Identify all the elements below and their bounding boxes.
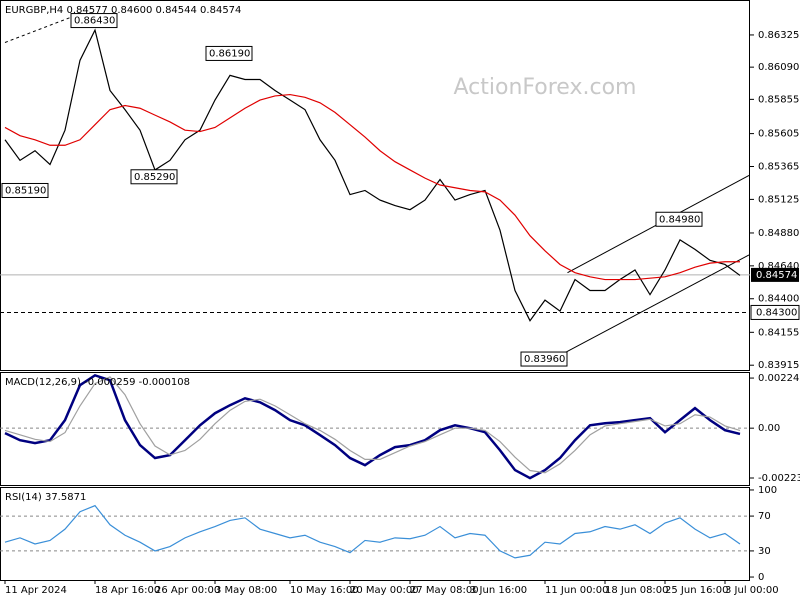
y-tick-label: 0.83915 — [758, 360, 799, 371]
x-tick-label: 20 May 00:00 — [350, 585, 419, 596]
watermark: ActionForex.com — [454, 75, 637, 100]
x-tick-label: 27 May 08:00 — [410, 585, 479, 596]
series-line — [4, 504, 741, 559]
price-label-box — [655, 211, 703, 227]
panel-title: RSI(14) 37.5871 — [5, 492, 86, 503]
x-tick-label: 10 May 16:00 — [290, 585, 359, 596]
price-label: 0.86430 — [74, 16, 115, 27]
price-label: 0.84980 — [659, 214, 700, 225]
panel-frame — [0, 0, 750, 371]
price-label-box — [1, 182, 49, 198]
y-tick-label: 0.85605 — [758, 129, 799, 140]
y-tick-label: 0.002248 — [758, 373, 800, 384]
series-line — [4, 28, 741, 322]
y-tick-label: 0.85855 — [758, 94, 799, 105]
level-box — [750, 304, 800, 320]
y-tick-label: 0.85125 — [758, 194, 799, 205]
series-line — [4, 376, 741, 474]
price-label-box — [520, 351, 568, 367]
y-tick-label: 0.00 — [758, 423, 780, 434]
y-tick-label: 0.86325 — [758, 30, 799, 41]
panel-frame — [0, 487, 750, 581]
panel-title: EURGBP,H4 0.84577 0.84600 0.84544 0.8457… — [5, 5, 241, 16]
x-tick-label: 11 Jun 00:00 — [545, 585, 609, 596]
x-tick-label: 26 Apr 00:00 — [155, 585, 220, 596]
y-tick-label: 0.86090 — [758, 62, 799, 73]
y-tick-label: 0 — [758, 572, 764, 583]
x-tick-label: 3 Jun 16:00 — [470, 585, 527, 596]
x-tick-label: 3 May 08:00 — [215, 585, 277, 596]
x-tick-label: 3 Jul 00:00 — [725, 585, 779, 596]
y-tick-label: 0.85365 — [758, 162, 799, 173]
trend-line — [555, 254, 750, 359]
price-label-box — [205, 45, 253, 61]
y-tick-label: 30 — [758, 546, 771, 557]
y-tick-label: 70 — [758, 511, 771, 522]
y-tick-label: 0.84400 — [758, 294, 799, 305]
trend-line — [4, 17, 70, 43]
price-label: 0.86190 — [209, 48, 250, 59]
x-tick-label: 18 Apr 16:00 — [95, 585, 160, 596]
price-label-box — [70, 13, 118, 29]
x-tick-label: 11 Apr 2024 — [5, 585, 67, 596]
y-tick-label: 0.84880 — [758, 228, 799, 239]
last-price-label: 0.84574 — [756, 270, 797, 281]
panel-title: MACD(12,26,9) -0.000259 -0.000108 — [5, 377, 190, 388]
y-tick-label: 0.84155 — [758, 327, 799, 338]
last-price-box — [751, 267, 799, 282]
x-tick-label: 18 Jun 08:00 — [605, 585, 669, 596]
price-label: 0.83960 — [524, 354, 565, 365]
series-line — [4, 93, 740, 281]
level-label: 0.84300 — [756, 307, 797, 318]
price-label-box — [130, 169, 178, 185]
price-label: 0.85190 — [5, 185, 46, 196]
y-tick-label: 0.84640 — [758, 261, 799, 272]
y-tick-label: -0.002236 — [758, 473, 800, 484]
panel-frame — [0, 372, 750, 486]
series-line — [4, 373, 741, 480]
price-label: 0.85290 — [134, 172, 175, 183]
x-tick-label: 25 Jun 16:00 — [665, 585, 729, 596]
y-tick-label: 100 — [758, 485, 777, 496]
